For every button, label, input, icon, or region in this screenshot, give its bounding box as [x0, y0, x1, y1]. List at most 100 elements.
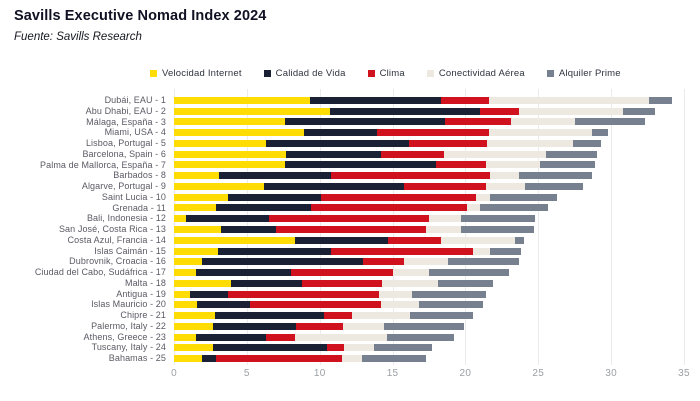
category-axis: Dubái, EAU - 1 Abu Dhabi, EAU - 2 Málaga, …	[0, 95, 166, 365]
bar-segment	[411, 290, 486, 298]
bar-segment	[487, 139, 574, 147]
bar-segment	[410, 312, 473, 320]
bar-segment	[216, 204, 311, 212]
bar-segment	[376, 129, 489, 137]
category-label: Chipre - 21	[120, 310, 166, 321]
bar-segment	[445, 118, 511, 126]
x-tick-label: 25	[532, 368, 545, 379]
bar-segment	[174, 312, 215, 320]
bar-segment	[331, 172, 491, 180]
bar-segment	[510, 118, 575, 126]
bar-segment	[294, 236, 389, 244]
bar-segment	[227, 290, 380, 298]
chart-source: Fuente: Savills Research	[14, 31, 142, 43]
category-label: Athens, Greece - 23	[83, 331, 166, 342]
bar-segment	[426, 226, 462, 233]
bar-segment	[213, 322, 297, 330]
bar-segment	[294, 333, 387, 341]
bar-segment	[220, 226, 276, 233]
bar-segment	[249, 301, 381, 309]
bar-segment	[174, 236, 295, 244]
bar-segment	[443, 150, 546, 158]
category-label: Palma de Mallorca, España - 7	[40, 159, 166, 170]
category-label: Bahamas - 25	[108, 353, 166, 364]
legend-label: Alquiler Prime	[558, 68, 621, 79]
bar-segment	[440, 236, 515, 244]
bar-segment	[276, 226, 427, 233]
bar-segment	[380, 150, 444, 158]
category-label: San José, Costa Rica - 13	[58, 224, 166, 235]
bar-segment	[573, 139, 601, 147]
bar-segment	[174, 204, 217, 212]
bar-segment	[197, 301, 250, 309]
bar-segment	[174, 150, 287, 158]
x-tick-label: 15	[386, 368, 399, 379]
category-label: Barbados - 8	[113, 170, 166, 181]
bar-segment	[174, 301, 198, 309]
bar-segment	[383, 322, 464, 330]
category-label: Abu Dhabi, EAU - 2	[85, 105, 166, 116]
legend-item: Velocidad Internet	[150, 68, 242, 79]
bar-segment	[284, 118, 446, 126]
bar-segment	[174, 118, 285, 126]
bar-segment	[331, 247, 473, 255]
bar-segment	[404, 182, 486, 190]
bar-segment	[379, 290, 412, 298]
legend-item: Clima	[367, 68, 405, 79]
bar-segment	[344, 344, 374, 352]
category-label: Barcelona, Spain - 6	[82, 148, 166, 159]
bar-segment	[461, 215, 536, 223]
category-label: Málaga, España - 3	[86, 116, 166, 127]
bar-segment	[466, 204, 480, 212]
bar-segment	[447, 258, 520, 266]
bar-segment	[310, 204, 467, 212]
bar-segment	[592, 129, 609, 137]
bar-segment	[488, 96, 650, 104]
x-tick-label: 5	[243, 368, 250, 379]
bar-segment	[321, 193, 476, 201]
bar-segment	[408, 139, 488, 147]
bar-segment	[174, 172, 220, 180]
category-label: Miami, USA - 4	[104, 127, 166, 138]
bar-segment	[485, 182, 526, 190]
bar-segment	[174, 247, 218, 255]
bar-segment	[174, 161, 285, 169]
bar-segment	[514, 236, 524, 244]
bar-segment	[461, 226, 534, 233]
x-tick-label: 0	[171, 368, 177, 379]
bar-segment	[386, 333, 454, 341]
bar-segment	[436, 161, 486, 169]
bar-segment	[429, 215, 462, 223]
category-label: Antigua - 19	[116, 288, 166, 299]
bar-segment	[219, 172, 332, 180]
bar-segment	[190, 290, 228, 298]
legend-swatch-icon	[426, 70, 434, 77]
bar-segment	[174, 215, 186, 223]
bar-segment	[174, 258, 202, 266]
category-label: Malta - 18	[124, 277, 166, 288]
bar-segment	[286, 150, 381, 158]
bar-segment	[264, 182, 405, 190]
bar-segment	[174, 96, 310, 104]
bar-segment	[195, 333, 266, 341]
bar-segment	[351, 312, 411, 320]
bar-segment	[539, 161, 596, 169]
bar-segment	[519, 172, 593, 180]
value-axis: 0 5 10 15 20 25 30 35	[171, 368, 690, 382]
category-label: Dubái, EAU - 1	[104, 95, 166, 105]
bar-segment	[174, 182, 265, 190]
bar-segment	[296, 322, 344, 330]
gridline	[684, 89, 685, 365]
bar-segment	[327, 344, 345, 352]
bar-segment	[268, 215, 429, 223]
bar-segment	[216, 355, 342, 363]
bar-segment	[302, 279, 383, 287]
bar-segment	[201, 355, 217, 363]
legend-item: Calidad de Vida	[263, 68, 346, 79]
bar-segment	[574, 118, 645, 126]
bar-segment	[217, 247, 332, 255]
bar-segment	[440, 96, 489, 104]
gridline	[538, 89, 540, 365]
bar-segment	[174, 139, 266, 147]
bar-segment	[490, 247, 521, 255]
